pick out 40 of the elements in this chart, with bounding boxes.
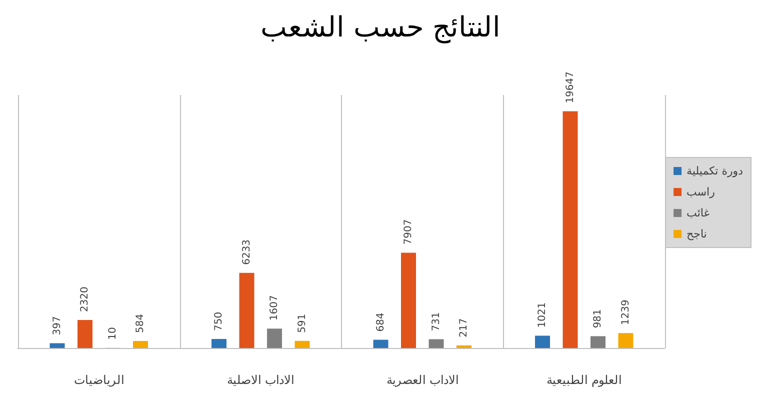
bar — [456, 345, 472, 348]
bar — [212, 338, 226, 348]
legend-label: ناجح — [686, 228, 707, 240]
bar — [428, 339, 444, 348]
bar — [401, 252, 416, 348]
data-label: 2320 — [80, 286, 90, 312]
data-label: 6233 — [241, 239, 252, 265]
data-label: 731 — [430, 312, 442, 332]
data-label: 584 — [135, 314, 146, 333]
data-label: 7907 — [403, 219, 414, 245]
bar — [133, 340, 148, 348]
data-label: 1239 — [620, 300, 632, 326]
bar — [50, 343, 65, 348]
data-label: 981 — [592, 309, 604, 328]
bar — [78, 320, 92, 348]
bar — [535, 336, 550, 348]
x-tick-label: الاداب الاصلية — [227, 373, 294, 387]
chart-title: النتائج حسب الشعب — [260, 10, 500, 44]
bar — [267, 328, 282, 348]
legend-label: راسب — [686, 186, 715, 198]
x-tick-label: العلوم الطبيعية — [546, 373, 622, 387]
data-label: 684 — [375, 312, 386, 332]
bar — [618, 333, 634, 348]
bar — [239, 272, 254, 348]
data-label: 10 — [107, 327, 118, 340]
data-label: 19647 — [564, 71, 576, 104]
bar — [562, 111, 578, 348]
legend-label: غائب — [686, 206, 710, 220]
x-tick-label: الاداب العصرية — [386, 373, 458, 387]
bar — [373, 340, 388, 348]
data-label: 750 — [214, 312, 224, 331]
legend-label: دورة تكميلية — [686, 164, 744, 178]
data-label: 1021 — [537, 302, 548, 328]
bar — [590, 336, 606, 348]
data-label: 217 — [458, 318, 470, 338]
data-label: 1607 — [269, 295, 280, 321]
data-label: 397 — [52, 316, 63, 336]
x-tick-label: الرياضيات — [74, 373, 124, 387]
bar — [294, 340, 310, 348]
data-label: 591 — [296, 314, 308, 333]
